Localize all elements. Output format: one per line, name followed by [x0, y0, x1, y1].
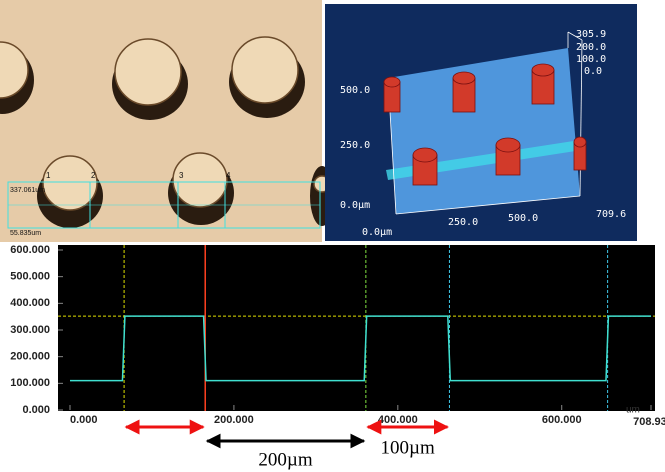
microscope-image: 1 2 3 4 337.061um 55.835um [0, 0, 334, 242]
x-tick-label: 500.0 [508, 213, 538, 224]
x-tick-label: 708.939 [633, 416, 665, 428]
y-tick-label: 100.000 [10, 377, 50, 389]
region-label: 3 [179, 171, 184, 180]
z-tick-label: 100.0 [576, 54, 606, 65]
y-tick-label: 500.0 [340, 85, 370, 96]
x-tick-label: 0.000 [70, 414, 98, 426]
width-label: 337.061um [10, 187, 45, 194]
region-label: 1 [46, 171, 51, 180]
height-label: 55.835um [10, 230, 41, 237]
y-tick-label: 600.000 [10, 244, 50, 256]
z-tick-label: 0.0 [584, 66, 602, 77]
region-label: 2 [91, 171, 96, 180]
region-label: 4 [226, 171, 231, 180]
dimension-label: 100µm [381, 437, 435, 458]
y-tick-label: 500.000 [10, 271, 50, 283]
y-tick-label: 0.0µm [340, 200, 370, 211]
z-tick-label: 305.9 [576, 29, 606, 40]
x-tick-label: 0.0µm [362, 227, 392, 238]
x-axis-label: um [626, 405, 640, 416]
y-tick-label: 0.000 [22, 404, 50, 416]
surface-plot: 305.9 200.0 100.0 0.0 500.0 250.0 0.0µm … [325, 4, 637, 241]
y-tick-label: 200.000 [10, 351, 50, 363]
page: {"image_panel": {"labels": ["1", "2", "3… [0, 0, 665, 472]
y-tick-label: 400.000 [10, 297, 50, 309]
x-tick-label: 709.6 [596, 209, 626, 220]
x-tick-label: 200.000 [214, 414, 254, 426]
plot-area [58, 245, 655, 411]
x-tick-label: 600.000 [542, 414, 582, 426]
y-tick-label: 250.0 [340, 140, 370, 151]
figure: 1 2 3 4 337.061um 55.835um 305.9 200.0 1… [0, 0, 665, 472]
x-tick-label: 250.0 [448, 217, 478, 228]
dimension-label: 200µm [258, 449, 312, 470]
y-tick-label: 300.000 [10, 324, 50, 336]
x-tick-label: 400.000 [378, 414, 418, 426]
z-tick-label: 200.0 [576, 42, 606, 53]
